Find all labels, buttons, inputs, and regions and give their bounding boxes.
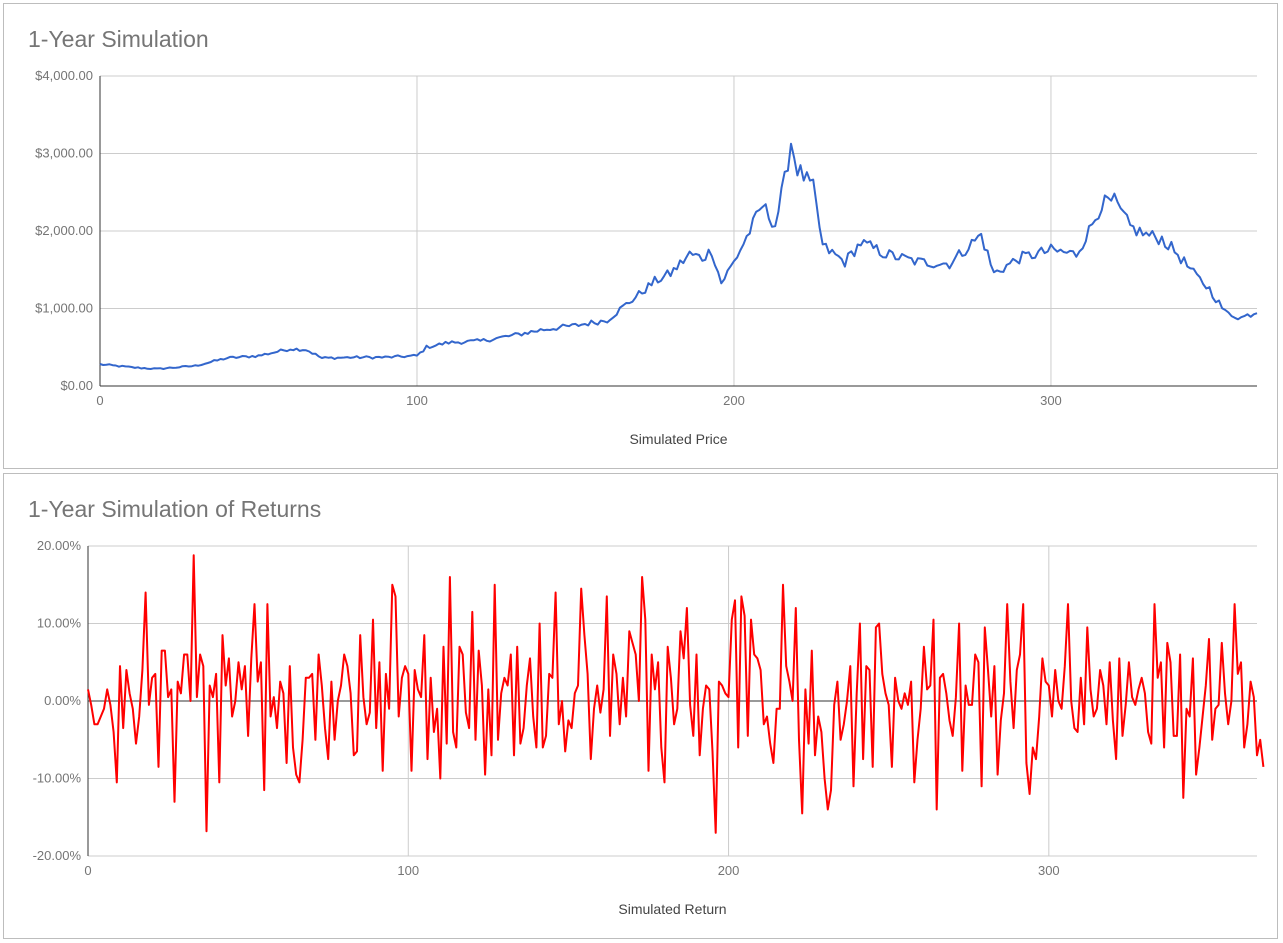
y-tick-label: $0.00 bbox=[60, 378, 93, 393]
y-tick-label: $1,000.00 bbox=[35, 301, 93, 316]
price-chart: $0.00 $1,000.00 $2,000.00 $3,000.00 $4,000.0… bbox=[35, 68, 1258, 447]
series-line bbox=[99, 142, 1258, 370]
x-tick-label: 100 bbox=[406, 393, 428, 408]
x-axis-title: Simulated Price bbox=[629, 431, 727, 447]
x-tick-label: 300 bbox=[1040, 393, 1062, 408]
x-tick-label: 100 bbox=[397, 863, 419, 878]
x-tick-label: 200 bbox=[718, 863, 740, 878]
y-tick-label: $3,000.00 bbox=[35, 146, 93, 161]
y-tick-label: $4,000.00 bbox=[35, 68, 93, 83]
series-line bbox=[87, 554, 1265, 834]
x-tick-label: 200 bbox=[723, 393, 745, 408]
y-tick-label: -10.00% bbox=[33, 771, 82, 786]
returns-chart-panel: 1-Year Simulation of Returns -20.00% -10.… bbox=[3, 473, 1278, 939]
chart-title: 1-Year Simulation bbox=[28, 26, 209, 52]
chart-title: 1-Year Simulation of Returns bbox=[28, 496, 322, 522]
x-tick-label: 300 bbox=[1038, 863, 1060, 878]
y-tick-label: 10.00% bbox=[37, 616, 82, 631]
price-chart-panel: 1-Year Simulation $0.00 $1,000.00 $2,000.0… bbox=[3, 3, 1278, 469]
y-tick-label: 0.00% bbox=[44, 693, 81, 708]
y-tick-label: -20.00% bbox=[33, 848, 82, 863]
y-tick-label: 20.00% bbox=[37, 538, 82, 553]
returns-chart: -20.00% -10.00% 0.00% 10.00% 20.00% 0 100 200 30… bbox=[33, 538, 1265, 917]
x-axis-title: Simulated Return bbox=[618, 901, 726, 917]
x-tick-label: 0 bbox=[84, 863, 91, 878]
x-tick-label: 0 bbox=[96, 393, 103, 408]
y-tick-label: $2,000.00 bbox=[35, 223, 93, 238]
